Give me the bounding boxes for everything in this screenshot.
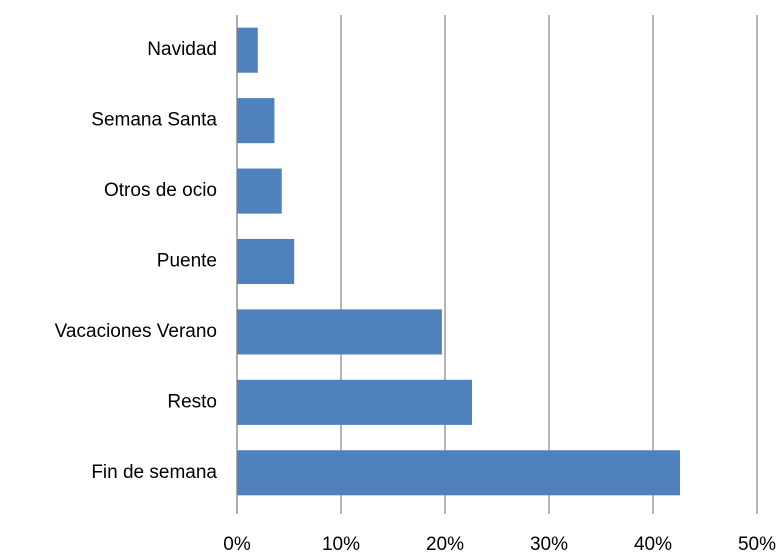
bar bbox=[237, 238, 295, 285]
y-tick-label: Resto bbox=[167, 391, 217, 412]
y-tick-label: Navidad bbox=[147, 39, 217, 60]
bar bbox=[237, 168, 282, 214]
y-tick-label: Vacaciones Verano bbox=[55, 321, 217, 342]
x-tick-label: 0% bbox=[223, 534, 251, 555]
y-tick-label: Fin de semana bbox=[91, 462, 217, 483]
y-tick-label: Semana Santa bbox=[91, 110, 217, 131]
y-tick-label: Otros de ocio bbox=[104, 180, 217, 201]
x-tick-label: 30% bbox=[530, 534, 568, 555]
bar bbox=[237, 450, 681, 496]
bar bbox=[237, 379, 473, 425]
x-tick-label: 40% bbox=[634, 534, 672, 555]
bar bbox=[237, 27, 258, 73]
x-tick-label: 50% bbox=[738, 534, 776, 555]
bar bbox=[237, 309, 442, 355]
x-tick-label: 10% bbox=[322, 534, 360, 555]
bar bbox=[237, 98, 275, 144]
x-tick-label: 20% bbox=[426, 534, 464, 555]
y-tick-label: Puente bbox=[157, 251, 217, 272]
